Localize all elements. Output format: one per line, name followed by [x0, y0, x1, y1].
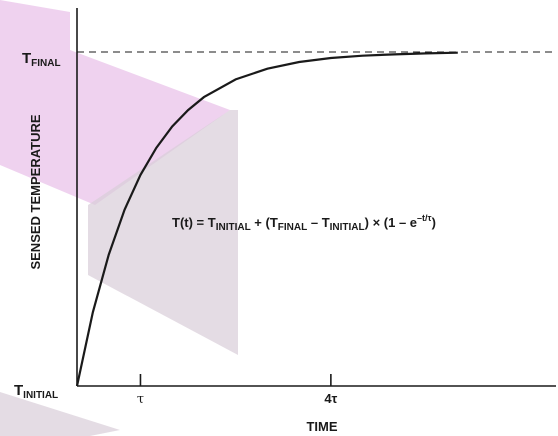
- x-tick-label-0: τ: [137, 392, 144, 407]
- x-ticks: τ 4τ: [137, 374, 338, 407]
- decor-pink-band: [0, 0, 230, 205]
- series-line-sensed-temperature: [75, 51, 458, 387]
- x-tick-label-1: 4τ: [324, 391, 337, 406]
- equation-annotation: T(t) = TINITIAL + (TFINAL – TINITIAL) × …: [172, 213, 436, 233]
- decor-shadow-panel: [88, 110, 238, 355]
- decor-shadow-bottom: [0, 392, 120, 436]
- y-tick-label-final: TFINAL: [22, 50, 61, 69]
- y-axis-title: SENSED TEMPERATURE: [28, 114, 43, 269]
- background-decoration: [0, 0, 238, 436]
- y-tick-label-initial: TINITIAL: [14, 382, 58, 401]
- x-axis-title: TIME: [306, 419, 337, 434]
